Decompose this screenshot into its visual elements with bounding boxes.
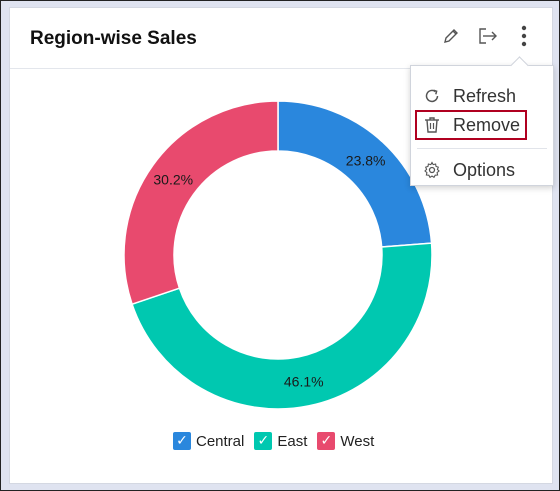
legend-label-central: Central — [196, 432, 245, 450]
data-label-central: 23.8% — [346, 152, 386, 168]
menu-item-remove[interactable]: Remove — [415, 110, 527, 140]
legend-label-east: East — [277, 432, 308, 450]
legend-item-central[interactable]: ✓ Central — [173, 432, 244, 450]
menu-item-label: Refresh — [453, 85, 517, 106]
export-icon[interactable] — [474, 22, 502, 50]
menu-divider — [417, 148, 547, 149]
refresh-icon — [423, 87, 441, 105]
menu-item-options[interactable]: Options — [411, 155, 553, 185]
check-icon: ✓ — [254, 432, 273, 450]
widget-header: Region-wise Sales — [10, 8, 552, 69]
context-menu: Refresh Remove — [410, 56, 554, 186]
legend-item-west[interactable]: ✓ West — [317, 432, 374, 450]
more-vertical-icon[interactable] — [510, 22, 538, 50]
trash-icon — [423, 116, 441, 134]
legend-item-east[interactable]: ✓ East — [254, 432, 307, 450]
gear-icon — [423, 161, 441, 179]
donut-chart: 23.8% 46.1% 30.2% — [123, 100, 433, 410]
data-label-east: 46.1% — [284, 373, 324, 389]
check-icon: ✓ — [317, 432, 336, 450]
sales-widget: Region-wise Sales — [9, 7, 554, 484]
slice-west[interactable] — [123, 100, 279, 306]
pencil-icon[interactable] — [437, 22, 465, 50]
legend-label-west: West — [340, 432, 375, 450]
menu-item-refresh[interactable]: Refresh — [411, 81, 553, 111]
data-label-west: 30.2% — [153, 172, 193, 188]
slice-east[interactable] — [131, 242, 433, 410]
chart-legend: ✓ Central ✓ East ✓ West — [173, 432, 384, 450]
slice-central[interactable] — [277, 100, 433, 248]
widget-title: Region-wise Sales — [30, 28, 197, 49]
menu-item-label: Options — [453, 159, 516, 180]
menu-item-label: Remove — [453, 114, 521, 135]
check-icon: ✓ — [173, 432, 191, 450]
